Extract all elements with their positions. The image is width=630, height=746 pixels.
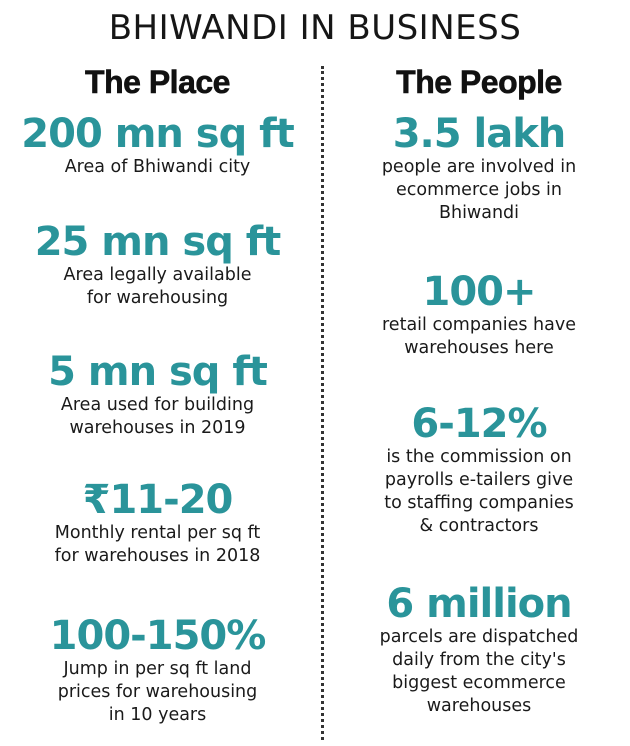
stat-value: 5 mn sq ft (48, 349, 268, 395)
stat-description: Jump in per sq ft land prices for wareho… (57, 659, 258, 725)
people-stat-jobs: 3.5 lakh people are involved in ecommerc… (328, 112, 630, 225)
stat-description: people are involved in ecommerce jobs in… (381, 157, 577, 223)
people-stat-parcels: 6 million parcels are dispatched daily f… (328, 582, 630, 718)
stat-value: 6-12% (411, 401, 547, 447)
infographic-title: BHIWANDI IN BUSINESS (108, 8, 522, 48)
stat-value: 25 mn sq ft (34, 219, 282, 265)
people-stat-commission: 6-12% is the commission on payrolls e-ta… (328, 402, 630, 538)
place-heading: The Place (85, 64, 231, 101)
stat-value: 200 mn sq ft (21, 111, 294, 157)
stat-description: Area used for building warehouses in 201… (60, 395, 255, 438)
people-heading: The People (396, 64, 563, 101)
place-stat-price-jump: 100-150% Jump in per sq ft land prices f… (0, 614, 315, 727)
stat-description: is the commission on payrolls e-tailers … (384, 447, 574, 536)
stat-description: parcels are dispatched daily from the ci… (379, 627, 579, 716)
place-stat-city-area: 200 mn sq ft Area of Bhiwandi city (0, 112, 315, 179)
people-stat-retail-companies: 100+ retail companies have warehouses he… (328, 270, 630, 360)
stat-description: Monthly rental per sq ft for warehouses … (54, 523, 261, 566)
place-stat-rental: ₹11-20 Monthly rental per sq ft for ware… (0, 478, 315, 568)
people-column: The People 3.5 lakh people are involved … (328, 62, 630, 746)
stat-value: 100+ (422, 269, 536, 315)
stat-description: Area of Bhiwandi city (64, 157, 251, 177)
stat-description: retail companies have warehouses here (382, 315, 576, 358)
stat-value: 100-150% (49, 613, 267, 659)
stat-value: 6 million (386, 581, 572, 627)
stat-description: Area legally available for warehousing (63, 265, 252, 308)
stat-value: 3.5 lakh (392, 111, 567, 157)
place-stat-used-area: 5 mn sq ft Area used for building wareho… (0, 350, 315, 440)
place-column: The Place 200 mn sq ft Area of Bhiwandi … (0, 62, 315, 746)
column-divider (321, 66, 324, 740)
place-stat-legal-area: 25 mn sq ft Area legally available for w… (0, 220, 315, 310)
stat-value: ₹11-20 (82, 477, 234, 523)
